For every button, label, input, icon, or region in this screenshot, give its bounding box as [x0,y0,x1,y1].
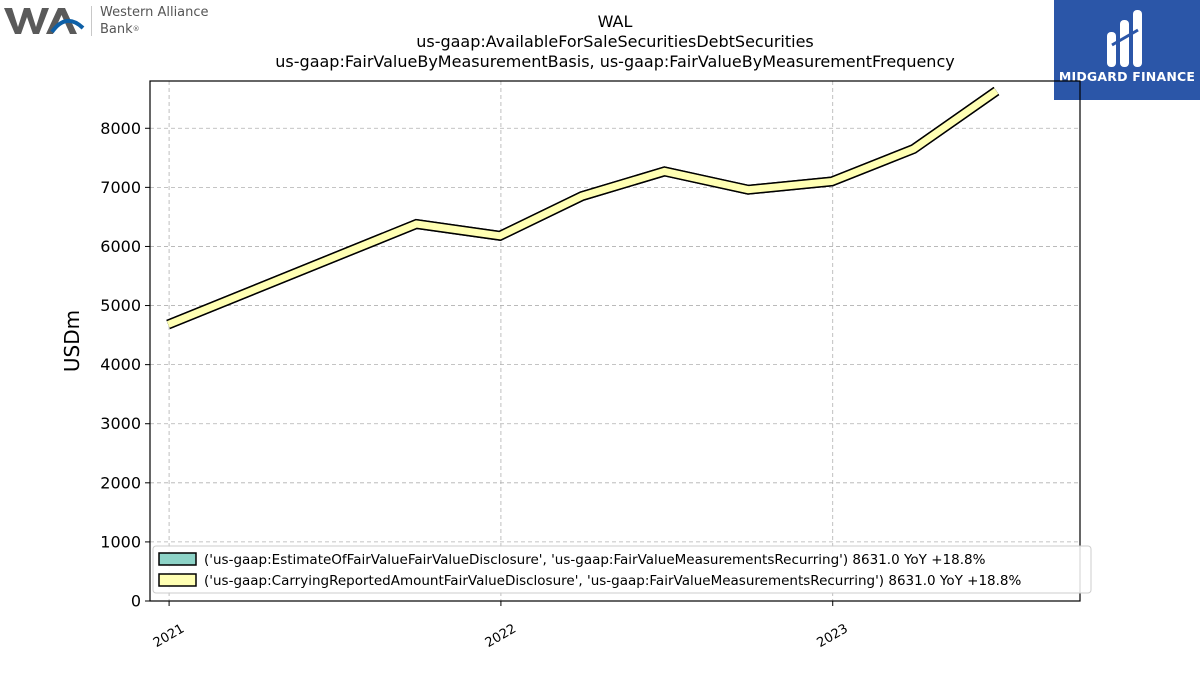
x-tick-label: 2023 [815,621,851,651]
y-tick-label: 3000 [100,414,141,433]
y-tick-label: 6000 [100,237,141,256]
legend: ('us-gaap:EstimateOfFairValueFairValueDi… [152,545,1092,594]
midgard-logo-mark-icon [1107,10,1142,67]
midgard-finance-logo: MIDGARD FINANCE [1054,0,1200,100]
chart-title-line: us-gaap:AvailableForSaleSecuritiesDebtSe… [416,32,814,51]
wal-logo-line1: Western Alliance [100,5,209,20]
x-tick-label: 2022 [483,621,519,651]
wal-logo-text: Western Alliance Bank® [100,4,209,38]
y-tick-label: 7000 [100,178,141,197]
series-line [166,88,999,328]
chart-title-line: us-gaap:FairValueByMeasurementBasis, us-… [275,52,954,71]
y-tick-label: 4000 [100,355,141,374]
legend-label: ('us-gaap:CarryingReportedAmountFairValu… [204,573,1022,589]
chart-grid [150,81,1080,602]
wa-logo-mark-icon [4,8,85,34]
y-axis-label: USDm [60,310,84,372]
x-axis: 2021 2022 2023 [151,601,851,651]
chart-title-line: WAL [598,12,633,31]
y-axis: 0 1000 2000 3000 4000 5000 6000 7000 8000 [100,119,150,611]
legend-box [152,545,1092,594]
y-tick-label: 0 [131,592,141,611]
midgard-logo-text: MIDGARD FINANCE [1058,69,1196,84]
legend-swatch [158,573,197,587]
legend-label: ('us-gaap:EstimateOfFairValueFairValueDi… [204,552,986,568]
y-tick-label: 2000 [100,473,141,492]
plot-frame [149,80,1081,602]
y-tick-label: 1000 [100,532,141,551]
series-line [166,88,999,328]
series-line-outline [166,86,1000,330]
logo-divider [91,6,92,36]
wal-logo-line2: Bank® [100,22,140,37]
legend-swatch [158,552,197,566]
western-alliance-logo: Western Alliance Bank® [0,0,230,42]
x-tick-label: 2021 [151,621,187,651]
series-line-outline [166,86,1000,330]
y-tick-label: 5000 [100,296,141,315]
y-tick-label: 8000 [100,119,141,138]
chart-series [166,86,1000,330]
chart-title: WALus-gaap:AvailableForSaleSecuritiesDeb… [275,12,954,71]
